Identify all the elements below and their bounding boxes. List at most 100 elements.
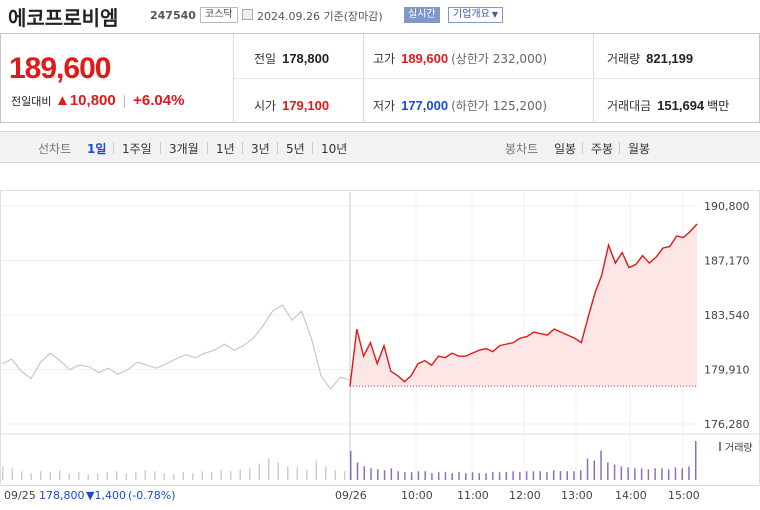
y-tick-label: 183,540 (704, 309, 750, 322)
volume-bar (350, 450, 352, 480)
volume-bar (201, 471, 203, 480)
volume-bar (586, 458, 589, 480)
volume-bar (230, 471, 232, 480)
volume-bar (363, 466, 366, 480)
volume-bar (163, 473, 165, 480)
volume-bar (519, 472, 521, 480)
tab-3-months[interactable]: 3개월 (169, 142, 199, 156)
volume-legend-swatch (719, 442, 721, 451)
x-tick-label: 14:00 (615, 489, 647, 502)
tab-3-years[interactable]: 3년 (251, 142, 270, 156)
trade-value-unit: 백만 (707, 99, 730, 113)
volume-bar (627, 467, 629, 480)
today-price-line (349, 223, 698, 387)
tab-daily-candle[interactable]: 일봉 (554, 142, 577, 156)
volume-bar (634, 468, 636, 480)
volume-bar (144, 470, 146, 480)
volume-bar (268, 458, 270, 480)
change-row: 전일대비 ▲10,800 | +6.04% (11, 92, 184, 109)
x-tick-label: 15:00 (668, 489, 700, 502)
volume-bar (559, 471, 562, 480)
y-tick-label: 179,910 (704, 364, 750, 377)
volume-bar (116, 471, 118, 480)
volume-bar (546, 472, 548, 480)
tab-1-year[interactable]: 1년 (216, 142, 235, 156)
volume-bar (135, 472, 137, 480)
divider (277, 142, 278, 154)
volume-bar (613, 464, 616, 480)
today-area (350, 224, 697, 387)
open-price: 시가 179,100 (254, 97, 329, 114)
current-price: 189,600 (9, 52, 111, 85)
stock-code: 247540 (150, 9, 196, 22)
volume-bar (465, 473, 467, 480)
volume-bar (417, 471, 420, 480)
previous-day-line (1, 304, 351, 391)
company-info-button[interactable]: 기업개요 ▼ (448, 7, 503, 23)
lower-limit: (하한가 125,200) (451, 99, 548, 113)
low-value: 177,000 (401, 98, 449, 113)
volume-bar (492, 472, 494, 480)
volume-bar (49, 472, 51, 480)
divider (234, 78, 759, 79)
line-chart-label: 선차트 (38, 142, 72, 156)
volume-bar (106, 472, 108, 480)
prev-close: 전일 178,800 (254, 50, 329, 67)
prev-day-change: ▼1,400 (86, 489, 126, 502)
volume-bar (277, 462, 279, 480)
volume-bar (607, 462, 609, 480)
trade-value-amount: 151,694 (657, 98, 705, 113)
volume-bar (211, 472, 213, 480)
volume-value: 821,199 (646, 51, 694, 66)
volume-bar (68, 473, 70, 480)
volume-bar (667, 469, 670, 480)
volume-bar (249, 468, 251, 480)
divider (233, 34, 234, 122)
volume-bar (59, 470, 61, 480)
divider (619, 142, 620, 154)
divider (582, 142, 583, 154)
volume-bar (334, 470, 336, 480)
candle-chart-label: 봉차트 (505, 142, 539, 156)
volume-bar (344, 471, 346, 480)
tab-10-years[interactable]: 10년 (321, 142, 348, 156)
volume-bar (287, 466, 289, 480)
volume-bar (390, 468, 393, 480)
volume-bar (688, 466, 690, 480)
volume-bar (458, 472, 460, 480)
volume-bar (356, 462, 359, 480)
volume-bar (306, 470, 308, 480)
volume-bar (424, 471, 426, 480)
price-chart[interactable]: 190,800 187,170 183,540 179,910 176,280 09/26… (0, 190, 760, 508)
volume-bar (78, 472, 80, 480)
volume-bar (182, 472, 184, 480)
up-arrow-icon: ▲ (54, 92, 70, 109)
tab-5-years[interactable]: 5년 (286, 142, 305, 156)
volume-bar (383, 470, 386, 480)
volume-bar (370, 468, 372, 480)
volume-bar (451, 473, 453, 480)
tab-monthly-candle[interactable]: 월봉 (628, 142, 651, 156)
open-label: 시가 (254, 99, 277, 113)
prev-day-close: 178,800 (39, 489, 85, 502)
volume-bar (258, 463, 260, 480)
volume-bar (532, 471, 535, 480)
divider (160, 142, 161, 154)
volume: 거래량 821,199 (607, 50, 693, 67)
volume-bar (593, 460, 596, 480)
market-badge: 코스닥 (200, 7, 238, 23)
upper-limit: (상한가 232,000) (451, 52, 548, 66)
tab-1-day[interactable]: 1일 (87, 142, 107, 156)
volume-bar (681, 468, 683, 480)
volume-bar (512, 471, 514, 480)
volume-bar (674, 467, 677, 480)
volume-bar (661, 468, 663, 480)
period-bar: 선차트 1일 1주일 3개월 1년 3년 5년 10년 봉차트 일봉 주봉 월봉 (0, 131, 760, 163)
tab-1-week[interactable]: 1주일 (122, 142, 152, 156)
realtime-button[interactable]: 실시간 (404, 7, 440, 23)
tab-weekly-candle[interactable]: 주봉 (591, 142, 614, 156)
trade-value-label: 거래대금 (607, 99, 652, 113)
x-tick-label: 12:00 (509, 489, 541, 502)
volume-bar (154, 471, 156, 480)
volume-bar (580, 470, 582, 480)
